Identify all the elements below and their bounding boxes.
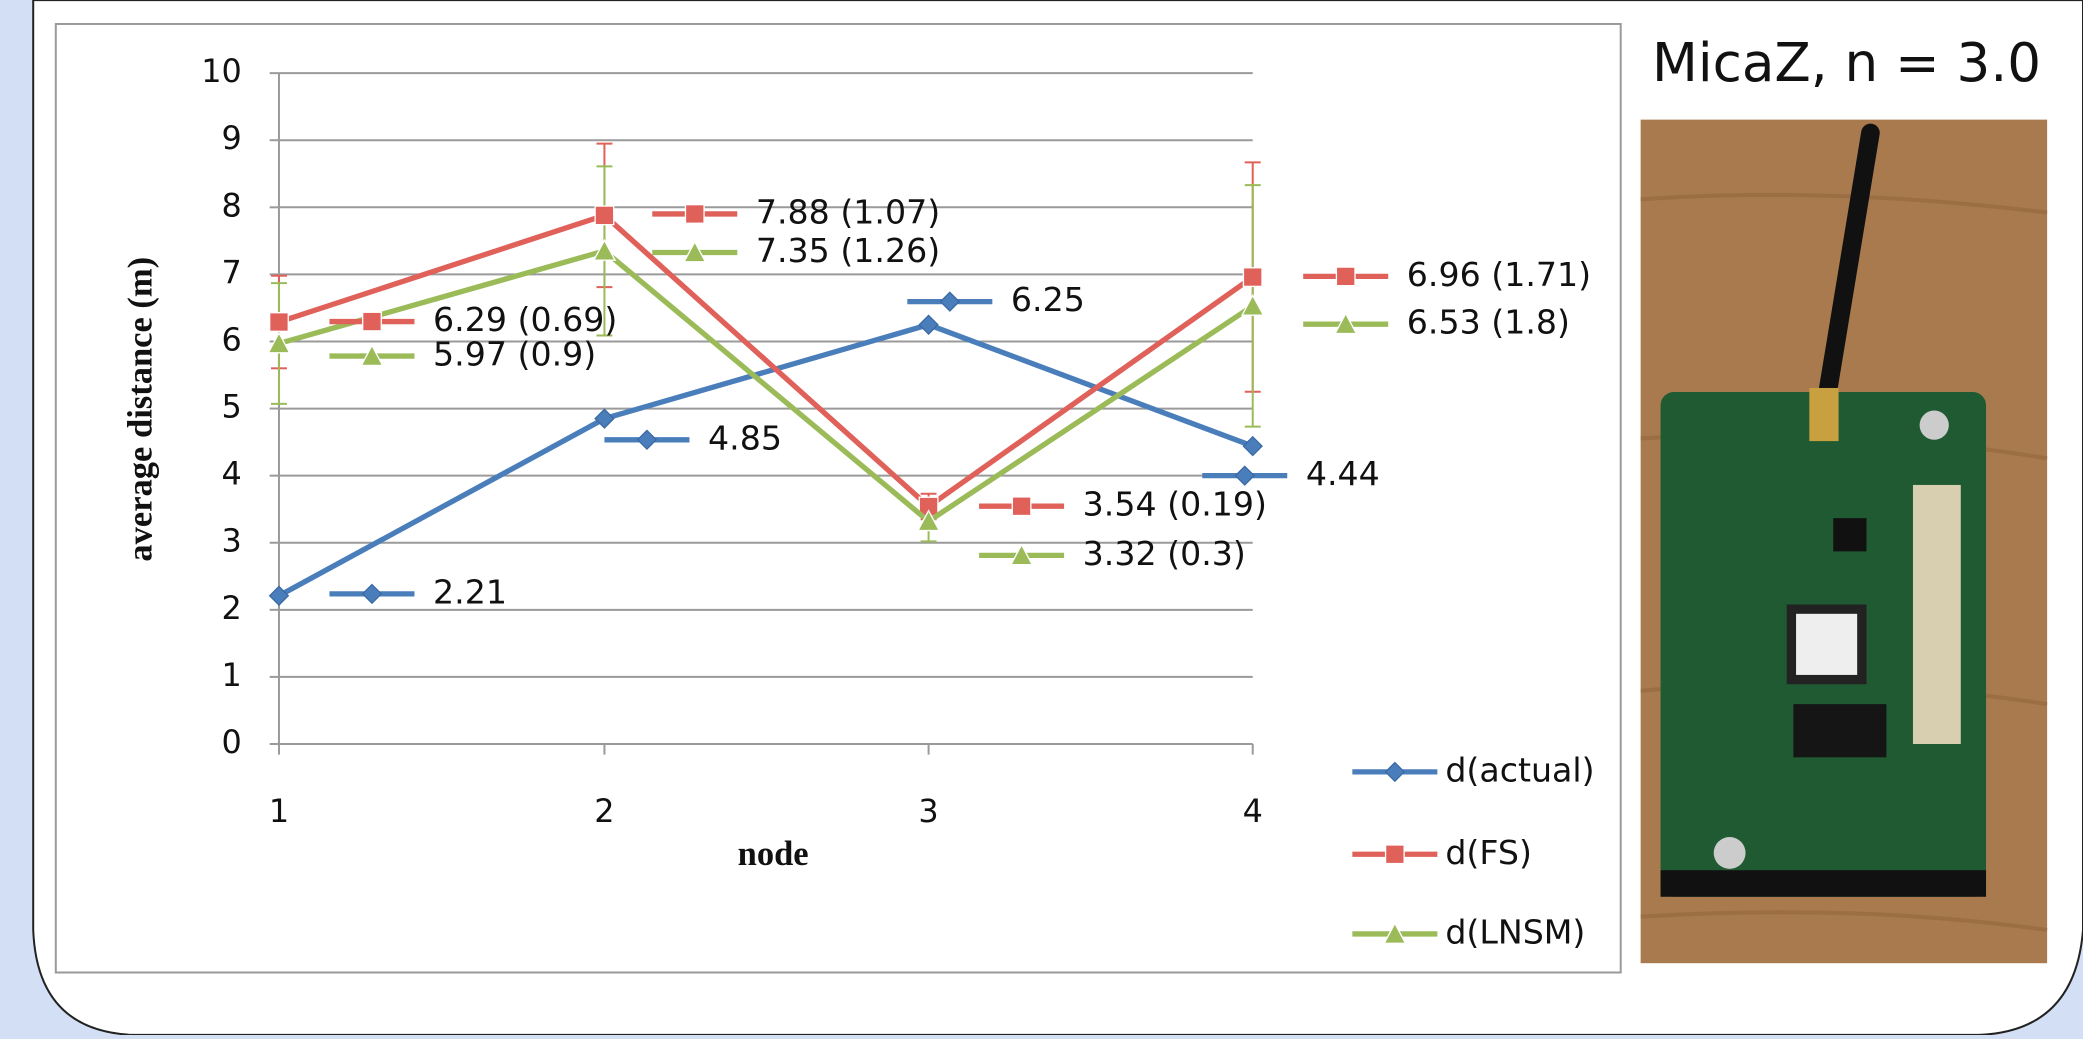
chart-frame: [56, 24, 1621, 973]
y-tick-label: 10: [201, 52, 242, 90]
marker: [1012, 497, 1031, 516]
y-tick-label: 3: [221, 522, 241, 560]
data-label: 6.29 (0.69): [433, 300, 617, 339]
y-tick-label: 2: [221, 589, 241, 627]
slide: MicaZ, n = 3.0 012345678910average dista…: [0, 0, 2083, 1035]
y-tick-label: 4: [221, 455, 241, 493]
x-tick-label: 3: [918, 792, 938, 830]
y-tick-label: 9: [221, 119, 241, 157]
x-axis-label: node: [738, 835, 809, 873]
marker: [595, 206, 614, 225]
y-tick-label: 6: [221, 320, 241, 358]
legend-label: d(actual): [1445, 750, 1594, 789]
data-label: 6.53 (1.8): [1407, 303, 1570, 342]
chip-label: [1796, 614, 1857, 675]
y-axis-label: average distance (m): [121, 257, 159, 562]
data-label: 3.54 (0.19): [1083, 485, 1267, 524]
data-label: 2.21: [433, 572, 507, 611]
y-tick-label: 7: [221, 253, 241, 291]
y-tick-label: 8: [221, 186, 241, 224]
y-tick-label: 5: [221, 388, 241, 426]
photo: [1641, 120, 2048, 964]
marker: [685, 205, 704, 224]
marker: [1386, 845, 1405, 864]
mount-hole: [1920, 411, 1949, 440]
mcu-chip: [1793, 704, 1886, 757]
x-tick-label: 4: [1243, 792, 1263, 830]
x-tick-label: 1: [269, 792, 289, 830]
marker: [270, 313, 289, 332]
data-label: 6.96 (1.71): [1407, 255, 1591, 294]
legend-label: d(FS): [1445, 833, 1532, 872]
data-label: 3.32 (0.3): [1083, 534, 1246, 573]
data-label: 6.25: [1011, 280, 1085, 319]
connector: [1809, 388, 1838, 441]
data-label: 4.85: [708, 418, 782, 457]
x-tick-label: 2: [594, 792, 614, 830]
mount-hole: [1714, 837, 1746, 869]
data-label: 7.35 (1.26): [756, 231, 940, 270]
marker: [1336, 267, 1355, 286]
data-label: 4.44: [1306, 454, 1380, 493]
marker: [1243, 268, 1262, 287]
caption: MicaZ, n = 3.0: [1652, 32, 2041, 94]
battery-pack: [1661, 870, 1986, 897]
data-label: 7.88 (1.07): [756, 192, 940, 231]
legend-label: d(LNSM): [1445, 912, 1585, 951]
small-chip: [1833, 518, 1866, 551]
expansion-header: [1913, 485, 1961, 744]
data-label: 5.97 (0.9): [433, 335, 596, 374]
marker: [363, 312, 382, 331]
y-tick-label: 0: [221, 723, 241, 761]
y-tick-label: 1: [221, 656, 241, 694]
